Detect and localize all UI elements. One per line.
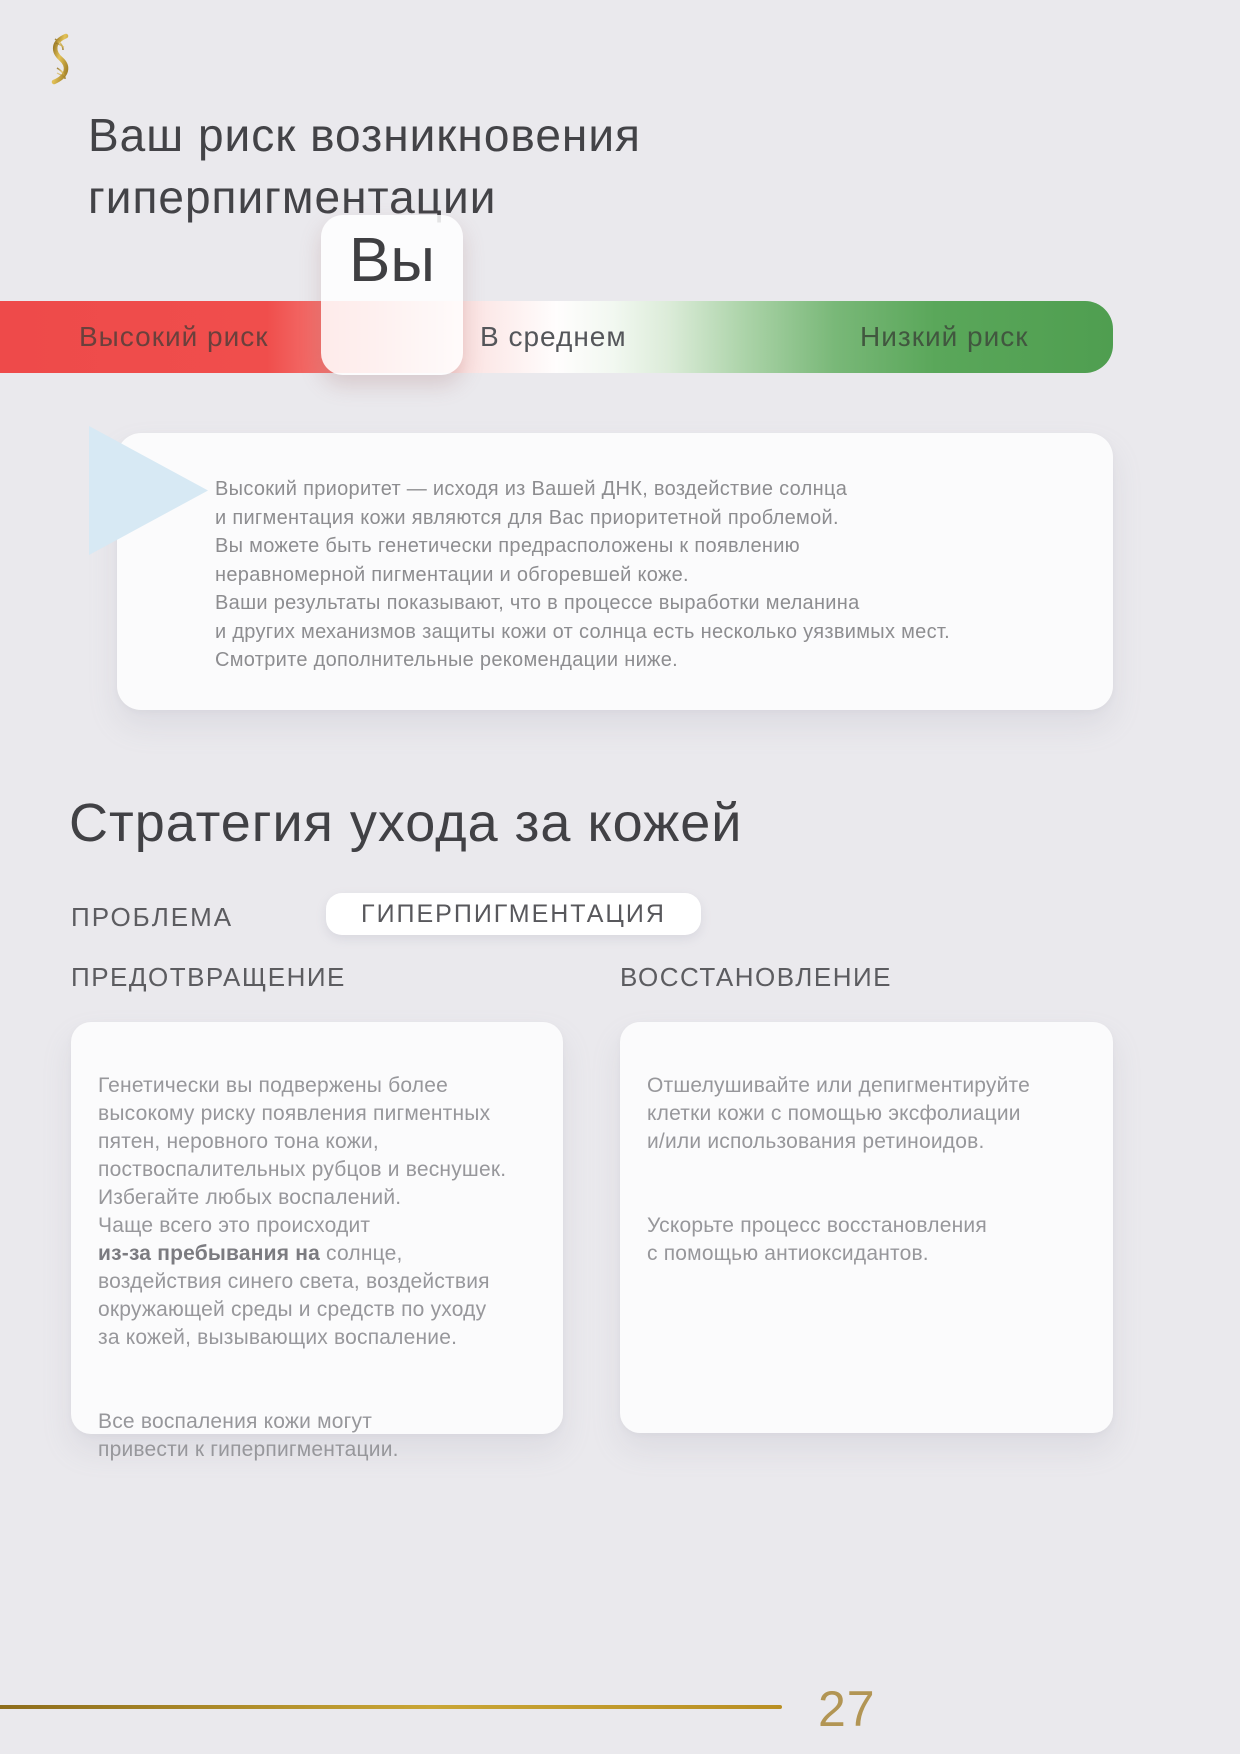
risk-summary-card: Высокий приоритет — исходя из Вашей ДНК,…	[117, 433, 1113, 710]
risk-gradient-bar: Высокий риск В среднем Низкий риск	[0, 301, 1113, 373]
restoration-text-part2: Ускорьте процесс восстановления с помощь…	[647, 1214, 987, 1265]
prevention-text-part1: Генетически вы подвержены более высокому…	[98, 1074, 507, 1237]
problem-value-chip: ГИПЕРПИГМЕНТАЦИЯ	[326, 893, 701, 935]
prevention-text-emphasis: из-за пребывания на	[98, 1242, 320, 1265]
page-title: Ваш риск возникновения гиперпигментации	[88, 109, 641, 223]
risk-summary-text: Высокий приоритет — исходя из Вашей ДНК,…	[215, 478, 951, 671]
prevention-card: Генетически вы подвержены более высокому…	[71, 1022, 563, 1461]
section-heading: Стратегия ухода за кожей	[69, 793, 743, 853]
risk-label-low: Низкий риск	[860, 321, 1029, 352]
restoration-text: Отшелушивайте или депигментируйте клетки…	[620, 1022, 1113, 1324]
page-number: 27	[818, 1681, 876, 1737]
restoration-card: Отшелушивайте или депигментируйте клетки…	[620, 1022, 1113, 1433]
dna-helix-icon	[45, 33, 75, 85]
prevention-column-title: ПРЕДОТВРАЩЕНИЕ	[71, 962, 346, 992]
risk-marker-you: Вы	[321, 215, 463, 375]
prevention-text: Генетически вы подвержены более высокому…	[71, 1022, 563, 1520]
prevention-text-part2: солнце, воздействия синего света, воздей…	[98, 1242, 490, 1349]
prevention-text-part3: Все воспаления кожи могут привести к гип…	[98, 1410, 399, 1461]
restoration-column-title: ВОССТАНОВЛЕНИЕ	[620, 962, 893, 992]
risk-label-average: В среднем	[480, 321, 627, 352]
restoration-text-part1: Отшелушивайте или депигментируйте клетки…	[647, 1074, 1030, 1153]
footer-gold-line	[0, 1705, 782, 1709]
risk-label-high: Высокий риск	[79, 321, 269, 352]
problem-label: ПРОБЛЕМА	[71, 902, 234, 932]
